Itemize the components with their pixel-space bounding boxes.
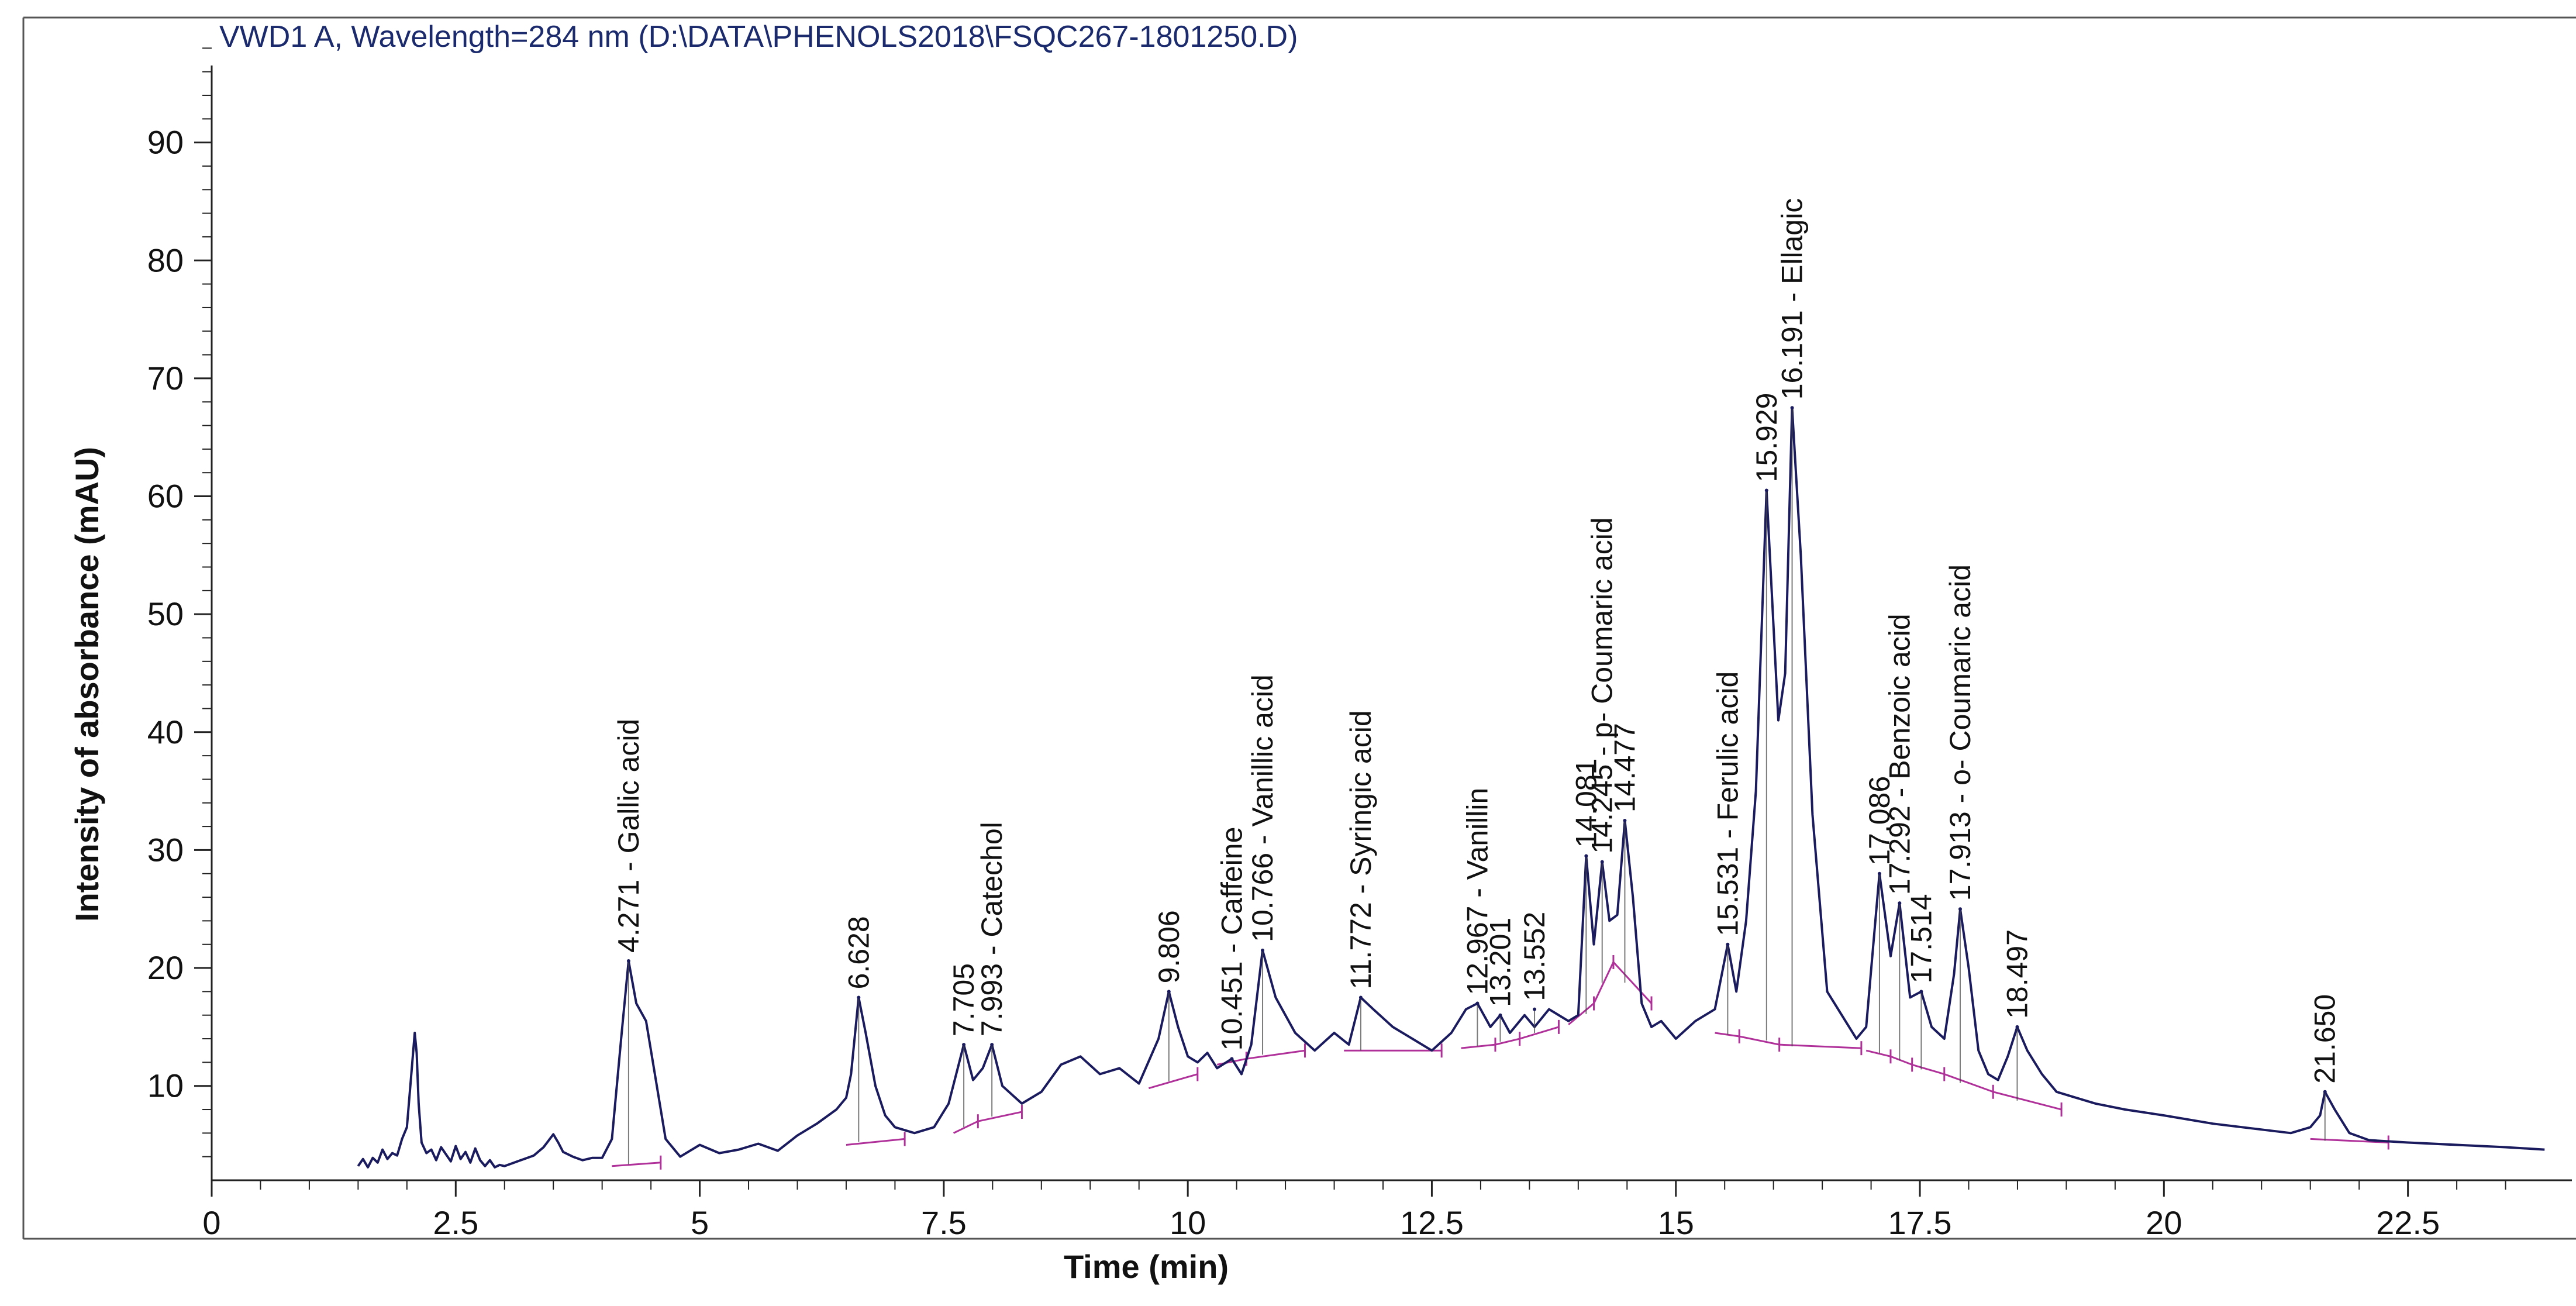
peak-label: 17.514 [1905,894,1937,983]
integration-baseline [1461,1043,1496,1049]
peak-apex-point [857,995,861,1000]
integration-baseline [1568,1002,1595,1025]
peak-label: 7.705 [947,963,980,1036]
integration-baseline [1912,1063,1945,1075]
peak-label: 12.967 - Vanillin [1461,788,1494,995]
integration-baseline [1612,961,1653,1004]
peak-apex-point [1358,995,1363,1000]
integration-baseline [1593,962,1615,1004]
peak-label: 10.451 - Caffeine [1215,827,1248,1051]
peak-label: 14.477 [1608,723,1641,812]
peak-apex-point [1726,942,1730,946]
peak-label: 21.650 [2309,994,2341,1084]
x-tick-label: 12.5 [1400,1204,1464,1241]
peak-apex-point [2323,1090,2327,1094]
peak-label: 13.552 [1518,912,1551,1001]
peak-label: 15.929 [1750,393,1783,483]
peak-apex-point [1623,819,1627,823]
peak-label: 11.772 - Syringic acid [1344,710,1377,989]
peak-label: 10.766 - Vanillic acid [1246,674,1279,942]
peak-apex-point [1167,990,1171,994]
y-tick-label: 50 [147,595,184,632]
integration-baseline [1865,1049,1891,1057]
x-tick-label: 0 [202,1204,220,1241]
y-tick-label: 90 [147,124,184,161]
peak-label: 17.086 [1863,776,1896,866]
x-tick-label: 7.5 [921,1204,967,1241]
peak-label: 14.081 [1570,759,1602,848]
peak-apex-point [1230,1057,1234,1061]
x-tick-label: 20 [2146,1204,2182,1241]
y-tick-label: 10 [147,1067,184,1104]
peak-label: 14.245 - p- Coumaric acid [1586,517,1619,853]
peak-label: 4.271 - Gallic acid [612,719,645,953]
peak-apex-point [1898,901,1902,905]
peak-apex-point [1790,406,1794,410]
peak-label: 17.913 - o- Coumaric acid [1944,564,1977,901]
peak-apex-point [990,1043,994,1047]
peak-label: 18.497 [2001,929,2033,1019]
plot-area: 0 2.5 5 7.5 10 12.5 15 17.5 20 22.5 10 20 30 40 50 60 70… [147,47,2572,1241]
peak-label: 6.628 [842,916,875,989]
integration-baseline [1944,1073,1994,1093]
peak-apex-point [1764,488,1768,492]
integration-baseline [2310,1138,2389,1143]
peak-apex-point [1261,948,1265,952]
chart-title: VWD1 A, Wavelength=284 nm (D:\DATA\PHENO… [219,20,1298,54]
peak-label: 17.292 - Benzoic acid [1883,614,1916,895]
chromatogram-trace [357,406,2545,1169]
integration-baseline [612,1162,661,1167]
x-tick-label: 5 [691,1204,709,1241]
peak-apex-point [1498,1013,1502,1017]
integration-baseline [953,1120,978,1134]
peak-label: 9.806 [1153,910,1185,983]
peak-label: 13.201 [1484,918,1516,1007]
x-tick-label: 15 [1658,1204,1694,1241]
peak-apex-point [626,959,630,963]
integration-baseline [1715,1032,1740,1038]
integration-baseline [1246,1049,1305,1060]
integration-baseline [1739,1035,1780,1046]
y-tick-label: 30 [147,831,184,868]
peak-apex-point [1919,990,1923,994]
x-tick-label: 2.5 [433,1204,478,1241]
peak-apex-point [962,1043,966,1047]
integration-baseline [1890,1055,1913,1066]
y-tick-label: 80 [147,242,184,278]
peak-apex-point [2015,1025,2019,1029]
peak-apex-point [1533,1007,1537,1011]
x-tick-label: 22.5 [2376,1204,2440,1241]
y-tick-label: 70 [147,360,184,397]
peak-apex-point [1877,871,1881,876]
peak-label: 15.531 - Ferulic acid [1711,671,1744,936]
integration-baseline [977,1111,1022,1122]
peak-label: 7.993 - Catechol [975,822,1008,1036]
integration-baseline [1495,1038,1520,1046]
peak-apex-point [1600,860,1604,864]
integration-baseline [846,1138,905,1146]
x-tick-label: 10 [1170,1204,1206,1241]
x-tick-label: 17.5 [1888,1204,1952,1241]
y-tick-label: 20 [147,949,184,986]
peak-apex-point [1958,907,1962,911]
y-tick-label: 40 [147,714,184,750]
peak-apex-point [1584,854,1588,858]
y-axis-title: Intensity of absorbance (mAU) [68,447,105,922]
integration-baseline [1992,1091,2062,1111]
y-tick-label: 60 [147,478,184,515]
integration-baseline [1148,1073,1198,1090]
peak-label: 16.191 - Ellagic [1776,198,1809,400]
integration-baseline [1779,1043,1861,1049]
x-axis-title: Time (min) [1064,1248,1229,1285]
integration-baseline [1519,1026,1559,1040]
peak-apex-point [1475,1001,1480,1005]
